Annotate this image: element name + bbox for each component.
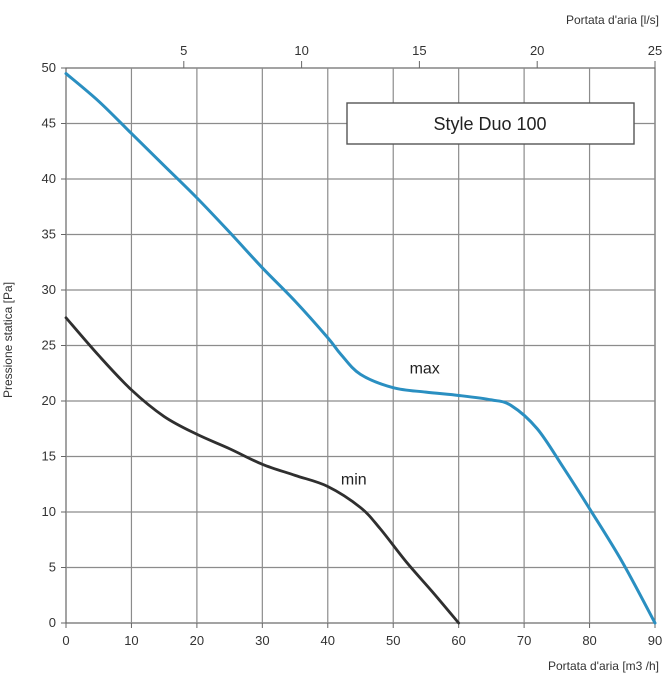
x2-tick-label: 10 [294,43,308,58]
x-tick-label: 60 [451,633,465,648]
x-tick-label: 30 [255,633,269,648]
gridlines [66,68,655,623]
y-tick-label: 20 [42,393,56,408]
min-series-label: min [341,471,367,488]
x-tick-label: 20 [190,633,204,648]
x-tick-label: 10 [124,633,138,648]
x-axis-title: Portata d'aria [m3 /h] [548,659,659,673]
axes: 0 10 20 30 40 50 60 70 80 90 0 5 10 15 20 25 30 35 40 45 50 5… [42,43,663,648]
y-axis-title: Pressione statica [Pa] [1,282,15,398]
x2-tick-label: 15 [412,43,426,58]
x2-tick-label: 25 [648,43,662,58]
x2-axis-title: Portata d'aria [l/s] [566,13,659,27]
y-tick-label: 15 [42,449,56,464]
y-tick-label: 35 [42,227,56,242]
x-tick-label: 90 [648,633,662,648]
y-tick-label: 30 [42,282,56,297]
legend-box [346,102,635,145]
y-tick-label: 40 [42,171,56,186]
max-series-line [64,72,657,625]
x-tick-label: 50 [386,633,400,648]
x2-tick-label: 5 [180,43,187,58]
chart-legend: Style Duo 100 [346,102,635,145]
y-tick-label: 50 [42,60,56,75]
y-tick-label: 0 [49,615,56,630]
series-layer [64,72,657,625]
x-tick-label: 0 [62,633,69,648]
x-tick-label: 40 [321,633,335,648]
chart-title: Style Duo 100 [433,114,546,134]
y-tick-label: 5 [49,560,56,575]
x-tick-label: 80 [582,633,596,648]
x2-tick-label: 20 [530,43,544,58]
labels-layer: max min [341,360,440,488]
max-series-label: max [410,360,440,377]
min-series-line [64,316,461,625]
x-tick-label: 70 [517,633,531,648]
y-tick-label: 10 [42,504,56,519]
y-tick-label: 25 [42,338,56,353]
y-tick-label: 45 [42,116,56,131]
